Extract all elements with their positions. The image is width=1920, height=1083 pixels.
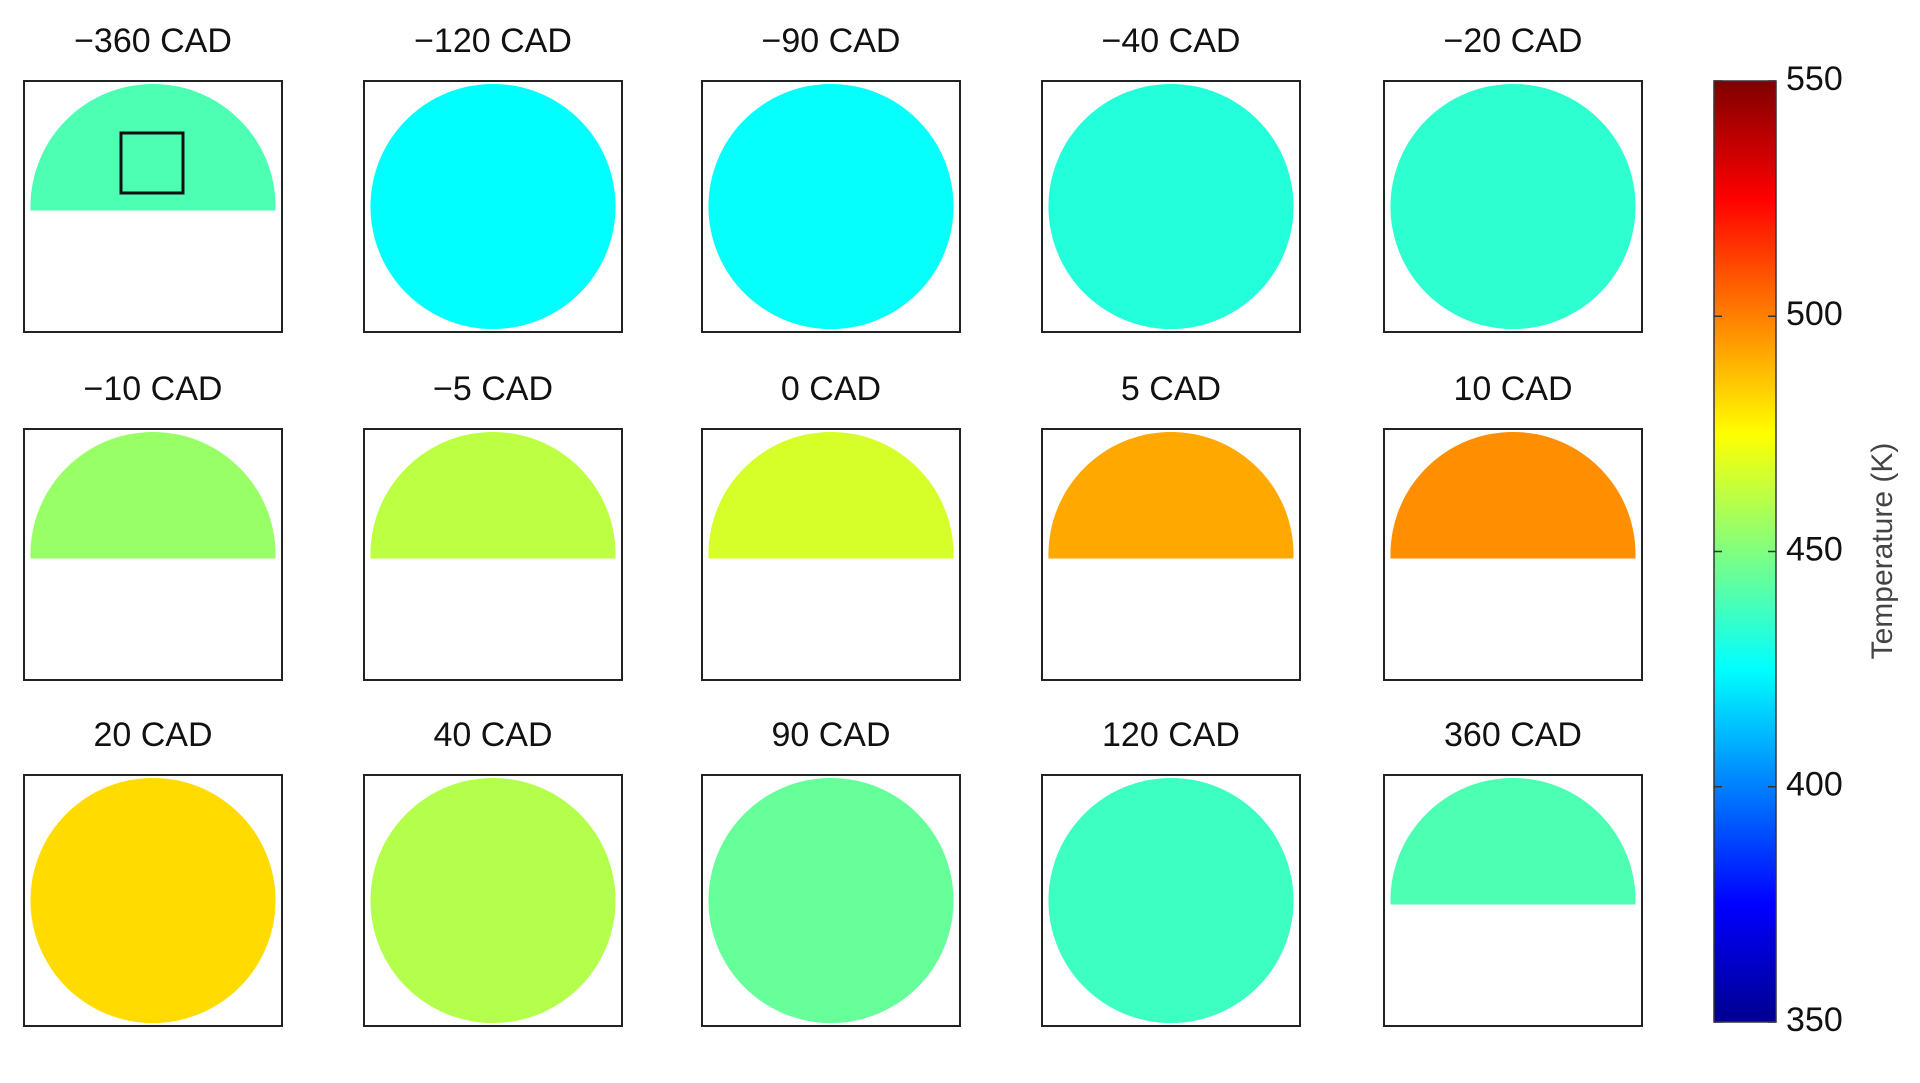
colorbar-tick-label: 350	[1786, 1001, 1843, 1039]
colorbar-tick-label: 450	[1786, 530, 1843, 568]
temperature-field	[370, 83, 616, 330]
panel-title: 90 CAD	[771, 716, 890, 754]
panel-title: −90 CAD	[762, 22, 901, 60]
panel-title: −10 CAD	[84, 370, 223, 408]
panel-title: −40 CAD	[1102, 22, 1241, 60]
temperature-field	[370, 777, 616, 1024]
temperature-field	[1390, 431, 1636, 559]
panel-frame	[23, 428, 283, 681]
panel-frame	[363, 774, 623, 1027]
temperature-field	[1390, 83, 1636, 330]
colorbar-label: Temperature (K)	[1866, 443, 1899, 660]
temperature-field	[708, 83, 954, 330]
panel-frame	[23, 774, 283, 1027]
temperature-field	[1390, 777, 1636, 905]
colorbar	[1713, 80, 1777, 1023]
panel-title: 360 CAD	[1444, 716, 1582, 754]
temperature-field	[30, 777, 276, 1024]
panel-frame	[1383, 428, 1643, 681]
panel-frame	[363, 428, 623, 681]
panel-frame	[701, 774, 961, 1027]
panel-title: 40 CAD	[433, 716, 552, 754]
temperature-field	[1048, 431, 1294, 559]
temperature-field	[708, 777, 954, 1024]
roi-box	[119, 131, 185, 195]
panel-frame	[1041, 774, 1301, 1027]
panel-title: 5 CAD	[1121, 370, 1221, 408]
panel-frame	[701, 428, 961, 681]
panel-title: −5 CAD	[433, 370, 553, 408]
panel-frame	[363, 80, 623, 333]
colorbar-tick-label: 550	[1786, 60, 1843, 98]
panel-frame	[1041, 428, 1301, 681]
colorbar-tick-label: 400	[1786, 766, 1843, 804]
temperature-field	[30, 83, 276, 211]
temperature-field	[370, 431, 616, 559]
panel-title: 20 CAD	[93, 716, 212, 754]
panel-frame	[1383, 774, 1643, 1027]
panel-title: −20 CAD	[1444, 22, 1583, 60]
temperature-field	[30, 431, 276, 559]
panel-title: −120 CAD	[414, 22, 572, 60]
panel-title: 120 CAD	[1102, 716, 1240, 754]
colorbar-tick-label: 500	[1786, 295, 1843, 333]
panel-frame	[1383, 80, 1643, 333]
temperature-field	[1048, 83, 1294, 330]
panel-frame	[1041, 80, 1301, 333]
panel-title: 10 CAD	[1453, 370, 1572, 408]
temperature-field	[708, 431, 954, 559]
panel-frame	[701, 80, 961, 333]
panel-frame	[23, 80, 283, 333]
temperature-field	[1048, 777, 1294, 1024]
panel-title: 0 CAD	[781, 370, 881, 408]
panel-title: −360 CAD	[74, 22, 232, 60]
